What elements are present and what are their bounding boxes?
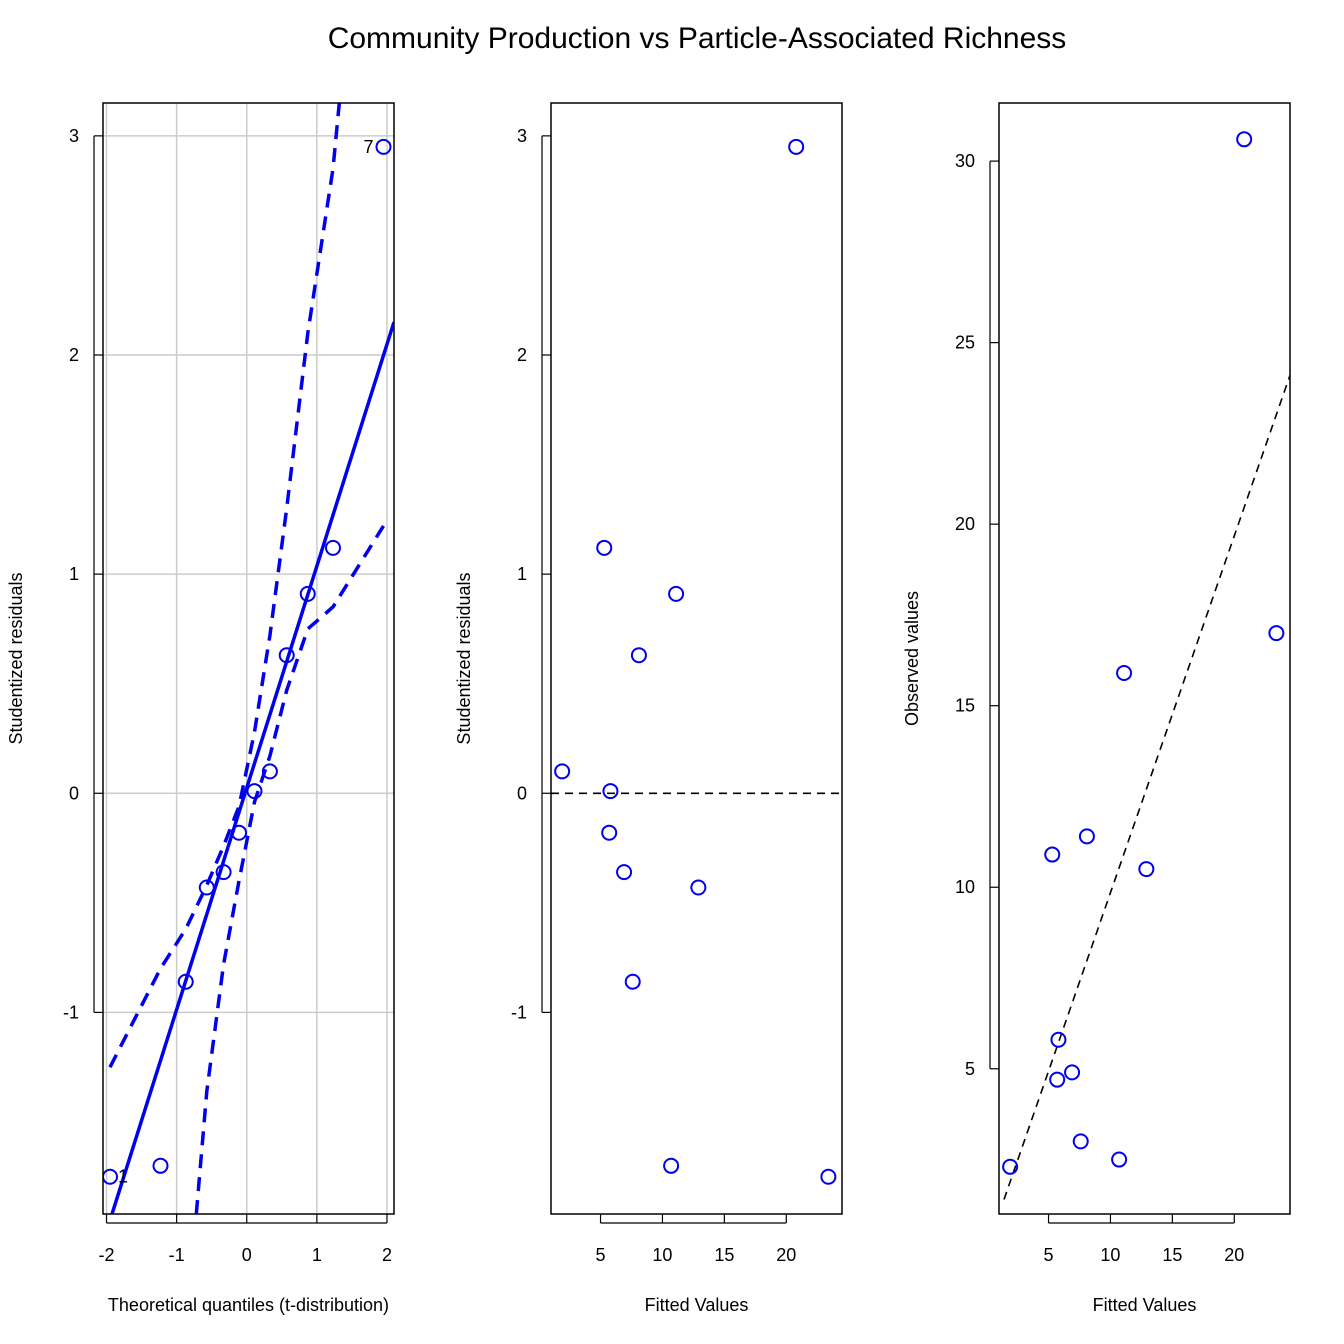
residuals-vs-fitted-series [551, 138, 842, 1185]
residuals-vs-fitted-y-tick-label: 1 [517, 564, 527, 584]
qq-plot-upper-envelope [108, 103, 342, 1068]
qq-plot-x-axis-label: Theoretical quantiles (t-distribution) [108, 1295, 389, 1315]
observed-vs-fitted-data-point [1050, 1031, 1067, 1048]
observed-vs-fitted-y-tick-label: 30 [955, 151, 975, 171]
residuals-vs-fitted-data-point [602, 783, 619, 800]
qq-plot-x-tick-label: -2 [98, 1245, 114, 1265]
residuals-vs-fitted-data-point [624, 973, 641, 990]
qq-plot-data-point [103, 1168, 119, 1185]
qq-plot-data-point [278, 647, 295, 664]
observed-vs-fitted-y-axis-label: Observed values [902, 591, 922, 726]
residuals-vs-fitted-x-axis-label: Fitted Values [645, 1295, 749, 1315]
figure-title: Community Production vs Particle-Associa… [328, 22, 1067, 55]
qq-plot-x-tick-label: 0 [242, 1245, 252, 1265]
observed-vs-fitted-x-tick-label: 5 [1044, 1245, 1054, 1265]
qq-plot-data-point [215, 864, 232, 881]
qq-plot-x-tick-label: 2 [382, 1245, 392, 1265]
observed-vs-fitted-data-point [1236, 131, 1253, 148]
qq-plot-grid [103, 103, 394, 1214]
observed-vs-fitted-y-tick-label: 10 [955, 877, 975, 897]
qq-plot-data-point [324, 539, 341, 556]
qq-plot-point-label: 1 [118, 1167, 128, 1187]
observed-vs-fitted-data-point [1268, 625, 1285, 642]
qq-plot-series: 17 [103, 103, 394, 1214]
observed-vs-fitted-ticks: 5 10 15 20 5 10 15 20 25 30 [955, 151, 1244, 1265]
observed-vs-fitted-series [1002, 131, 1290, 1200]
residuals-vs-fitted-data-point [630, 647, 647, 664]
residuals-vs-fitted-data-point [690, 879, 707, 896]
observed-vs-fitted-y-tick-label: 20 [955, 514, 975, 534]
observed-vs-fitted-data-point [1002, 1158, 1019, 1175]
residuals-vs-fitted-y-axis-label: Studentized residuals [454, 572, 474, 744]
qq-plot-y-tick-label: 3 [69, 126, 79, 146]
observed-vs-fitted-data-point [1138, 861, 1155, 878]
residuals-vs-fitted-frame [550, 102, 843, 1215]
qq-plot-data-point [177, 973, 194, 990]
qq-plot-y-tick-label: -1 [63, 1002, 79, 1022]
qq-plot-reference-line [110, 321, 394, 1214]
residuals-vs-fitted-data-point [596, 539, 613, 556]
residuals-vs-fitted-y-tick-label: 2 [517, 345, 527, 365]
qq-plot-data-point [299, 585, 316, 602]
qq-plot-x-tick-label: -1 [169, 1245, 185, 1265]
residuals-vs-fitted-panel: 5 10 15 20 -1 0 1 2 3 Fitted Values Studentized … [454, 102, 843, 1315]
observed-vs-fitted-data-point [1044, 846, 1061, 863]
residuals-vs-fitted-data-point [663, 1157, 680, 1174]
residuals-vs-fitted-x-tick-label: 10 [652, 1245, 672, 1265]
observed-vs-fitted-data-point [1064, 1064, 1081, 1081]
residuals-vs-fitted-data-point [668, 585, 685, 602]
residuals-vs-fitted-data-point [554, 763, 571, 780]
qq-plot-data-point [375, 138, 392, 155]
qq-plot-y-tick-label: 0 [69, 783, 79, 803]
observed-vs-fitted-reference-line [1003, 375, 1290, 1200]
observed-vs-fitted-y-tick-label: 15 [955, 696, 975, 716]
observed-vs-fitted-x-tick-label: 15 [1162, 1245, 1182, 1265]
qq-plot-ticks: -2 -1 0 1 2 -1 0 1 2 3 [63, 126, 392, 1265]
observed-vs-fitted-panel: 5 10 15 20 5 10 15 20 25 30 Fitted Values Observe… [902, 102, 1291, 1315]
qq-plot-plot-area [103, 103, 394, 1214]
observed-vs-fitted-x-tick-label: 20 [1224, 1245, 1244, 1265]
residuals-vs-fitted-y-tick-label: 3 [517, 126, 527, 146]
residuals-vs-fitted-plot-area [551, 138, 842, 1185]
observed-vs-fitted-x-axis-label: Fitted Values [1093, 1295, 1197, 1315]
qq-plot-data-point [231, 824, 248, 841]
observed-vs-fitted-data-point [1072, 1133, 1089, 1150]
residuals-vs-fitted-y-tick-label: -1 [511, 1002, 527, 1022]
observed-vs-fitted-data-point [1078, 828, 1095, 845]
residuals-vs-fitted-x-tick-label: 5 [596, 1245, 606, 1265]
qq-plot-point-label: 7 [363, 137, 373, 157]
qq-plot-y-tick-label: 1 [69, 564, 79, 584]
qq-plot-y-axis-label: Studentized residuals [6, 572, 26, 744]
observed-vs-fitted-y-tick-label: 25 [955, 333, 975, 353]
residuals-vs-fitted-data-point [616, 864, 633, 881]
residuals-vs-fitted-y-tick-label: 0 [517, 783, 527, 803]
qq-plot-data-point [246, 783, 263, 800]
observed-vs-fitted-y-tick-label: 5 [965, 1059, 975, 1079]
qq-plot-lower-envelope [194, 524, 385, 1214]
qq-plot-x-tick-label: 1 [312, 1245, 322, 1265]
qq-plot-frame [102, 102, 395, 1215]
qq-plot-y-tick-label: 2 [69, 345, 79, 365]
residuals-vs-fitted-data-point [601, 824, 618, 841]
observed-vs-fitted-data-point [1049, 1071, 1066, 1088]
observed-vs-fitted-frame [998, 102, 1291, 1215]
residuals-vs-fitted-data-point [820, 1168, 837, 1185]
residuals-vs-fitted-x-tick-label: 20 [776, 1245, 796, 1265]
observed-vs-fitted-data-point [1111, 1151, 1128, 1168]
observed-vs-fitted-data-point [1116, 665, 1133, 682]
qq-plot-data-point [152, 1157, 169, 1174]
observed-vs-fitted-x-tick-label: 10 [1100, 1245, 1120, 1265]
qq-plot-data-point [261, 763, 278, 780]
observed-vs-fitted-plot-area [1002, 131, 1290, 1200]
residuals-vs-fitted-data-point [788, 138, 805, 155]
residuals-vs-fitted-ticks: 5 10 15 20 -1 0 1 2 3 [511, 126, 796, 1265]
residuals-vs-fitted-x-tick-label: 15 [714, 1245, 734, 1265]
qq-plot-data-point [198, 879, 215, 896]
